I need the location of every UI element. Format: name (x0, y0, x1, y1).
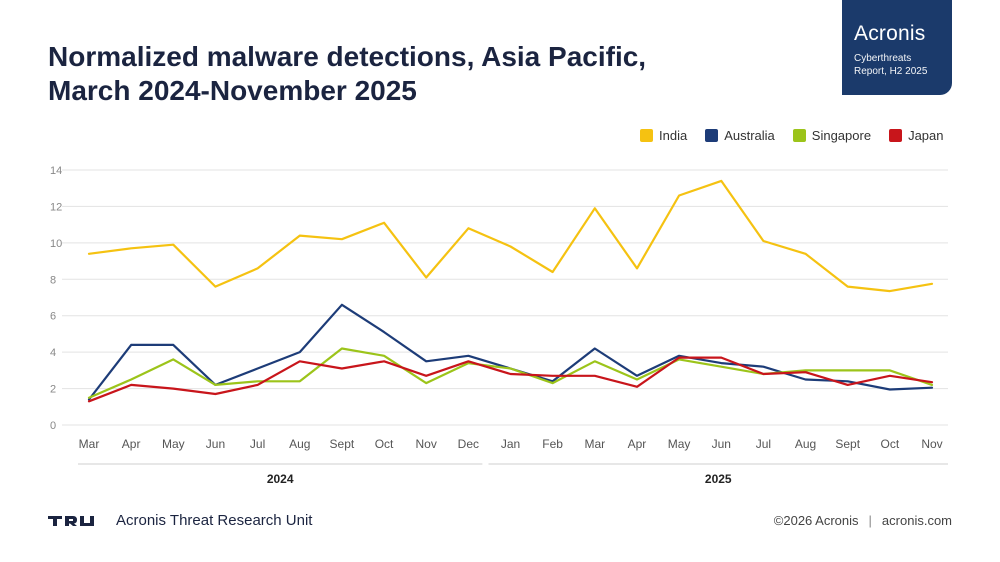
x-tick-label-1: Apr (122, 437, 141, 451)
footer-separator: | (868, 513, 872, 528)
y-tick-label-6: 6 (50, 311, 56, 323)
footer-right: ©2026 Acronis | acronis.com (774, 513, 952, 528)
badge-subtitle-line-1: Cyberthreats (854, 53, 912, 64)
chart-title-line-2: March 2024-November 2025 (48, 75, 417, 106)
x-tick-label-15: Jun (712, 437, 731, 451)
x-tick-label-2: May (162, 437, 185, 451)
legend-swatch-singapore (792, 129, 806, 142)
x-tick-label-10: Jan (501, 437, 520, 451)
x-tick-label-19: Oct (881, 437, 900, 451)
year-group-label-2024: 2024 (267, 472, 294, 486)
x-tick-label-12: Mar (584, 437, 605, 451)
legend-item-japan: Japan (889, 128, 943, 143)
tru-logo-icon (48, 515, 94, 526)
series-line-singapore (87, 347, 934, 399)
line-chart: 0 2 4 6 8 10 12 14 Mar Apr May Jun Jul Aug Sept Oct Nov D… (50, 165, 948, 486)
y-tick-label-12: 12 (50, 201, 62, 213)
x-tick-label-6: Sept (330, 437, 355, 451)
x-tick-label-3: Jun (206, 437, 225, 451)
x-tick-label-4: Jul (250, 437, 265, 451)
y-tick-label-0: 0 (50, 420, 56, 432)
x-tick-label-20: Nov (921, 437, 942, 451)
y-tick-label-2: 2 (50, 384, 56, 396)
x-tick-label-14: May (668, 437, 691, 451)
x-tick-label-9: Dec (458, 437, 479, 451)
x-tick-label-13: Apr (628, 437, 647, 451)
chart-title-line-1: Normalized malware detections, Asia Paci… (48, 41, 647, 72)
legend-swatch-japan (889, 129, 903, 142)
legend-label-india: India (659, 128, 688, 143)
x-tick-label-18: Sept (835, 437, 860, 451)
footer-site-link[interactable]: acronis.com (881, 513, 952, 528)
legend-label-australia: Australia (724, 128, 775, 143)
legend-swatch-india (640, 129, 653, 142)
legend-item-india: India (640, 128, 687, 143)
badge-subtitle-line-2: Report, H2 2025 (854, 66, 928, 77)
x-tick-label-0: Mar (79, 437, 100, 451)
series-line-japan (87, 356, 934, 403)
y-tick-label-8: 8 (50, 274, 56, 286)
footer-unit-name: Acronis Threat Research Unit (116, 512, 313, 529)
x-tick-label-7: Oct (375, 437, 394, 451)
year-group-label-2025: 2025 (705, 472, 732, 486)
series-line-india (87, 179, 934, 293)
legend-label-japan: Japan (908, 128, 944, 143)
y-tick-label-10: 10 (50, 238, 62, 250)
chart-title: Normalized malware detections, Asia Paci… (48, 40, 748, 108)
y-tick-label-14: 14 (50, 165, 62, 177)
legend-item-singapore: Singapore (792, 128, 872, 143)
legend-label-singapore: Singapore (811, 128, 872, 143)
footer-unit: Acronis Threat Research Unit (48, 512, 312, 529)
x-tick-label-16: Jul (756, 437, 771, 451)
legend-swatch-australia (705, 129, 719, 142)
x-tick-label-17: Aug (795, 437, 816, 451)
acronis-report-badge: Acronis Cyberthreats Report, H2 2025 (842, 0, 952, 95)
y-tick-label-4: 4 (50, 347, 56, 359)
legend-item-australia: Australia (705, 128, 775, 143)
x-tick-label-8: Nov (416, 437, 437, 451)
x-tick-label-5: Aug (289, 437, 310, 451)
footer-copyright: ©2026 Acronis (773, 513, 859, 528)
brand-name: Acronis (854, 22, 926, 45)
x-tick-label-11: Feb (542, 437, 563, 451)
chart-legend: India Australia Singapore Japan (640, 128, 943, 143)
